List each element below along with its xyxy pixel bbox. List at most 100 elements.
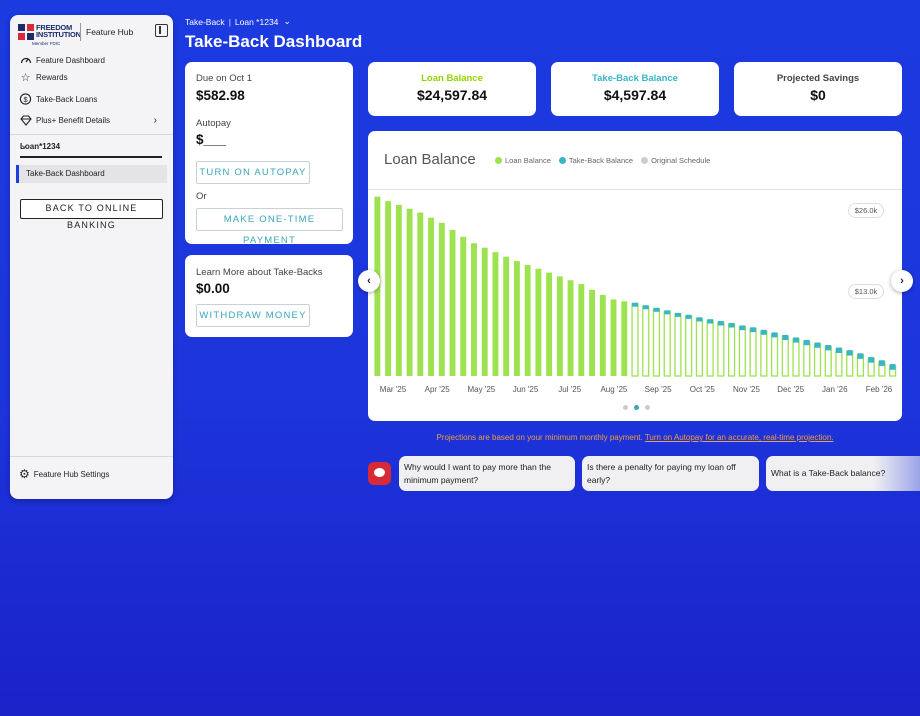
x-tick-label: Jan '26 [822, 385, 848, 394]
bar-take-back-balance [642, 305, 649, 310]
bar-loan-balance [835, 348, 843, 377]
bar-take-back-balance [771, 332, 778, 338]
bar-loan-balance [546, 272, 553, 376]
collapse-sidebar-icon[interactable] [155, 24, 168, 37]
take-back-balance-card: Take-Back Balance $4,597.84 [551, 62, 719, 116]
bar-loan-balance [417, 212, 424, 376]
legend-item-original-schedule: Original Schedule [641, 156, 710, 165]
chart-next-arrow-icon[interactable]: › [891, 270, 913, 292]
chart-title: Loan Balance [384, 151, 476, 168]
bar-take-back-balance [696, 317, 703, 322]
bar-loan-balance [738, 326, 746, 377]
dollar-cycle-icon: $ [19, 93, 32, 106]
bar-take-back-balance [653, 307, 660, 312]
gear-icon: ⚙ [19, 467, 30, 481]
projected-savings-label: Projected Savings [776, 73, 860, 84]
turn-on-autopay-link[interactable]: Turn on Autopay for an accurate, real-ti… [644, 433, 834, 442]
bar-take-back-balance [664, 310, 671, 315]
bar-loan-balance [503, 256, 510, 376]
chevron-right-icon: › [153, 114, 157, 126]
learn-more-label[interactable]: Learn More about Take-Backs [196, 267, 323, 278]
gauge-icon [19, 54, 32, 67]
legend-swatch [641, 157, 649, 164]
bar-loan-balance [524, 264, 531, 376]
bar-take-back-balance [889, 364, 896, 370]
projected-savings-value: $0 [810, 87, 826, 103]
bar-loan-balance [652, 308, 661, 377]
logo-divider [80, 23, 81, 41]
breadcrumb: Take-Back | Loan *1234 ⌄ [185, 16, 291, 27]
pager-dot[interactable] [645, 405, 650, 410]
bar-take-back-balance [782, 334, 789, 340]
bar-loan-balance [781, 335, 789, 377]
breadcrumb-item[interactable]: Take-Back [185, 16, 225, 27]
sidebar-item-take-back-dashboard[interactable]: Take-Back Dashboard [16, 165, 167, 183]
chevron-down-icon[interactable]: ⌄ [283, 16, 291, 26]
projection-disclaimer: Projections are based on your minimum mo… [368, 433, 902, 442]
x-tick-label: Feb '26 [866, 385, 893, 394]
x-tick-label: Oct '25 [690, 385, 716, 394]
bar-loan-balance [706, 319, 714, 377]
pager-dot[interactable] [623, 405, 628, 410]
bar-take-back-balance [739, 325, 746, 331]
bar-take-back-balance [846, 350, 853, 356]
bar-take-back-balance [750, 327, 757, 333]
or-label: Or [196, 191, 207, 202]
projected-savings-card: Projected Savings $0 [734, 62, 902, 116]
bar-loan-balance [792, 338, 800, 377]
sidebar-item-label: Rewards [36, 72, 68, 82]
payment-due-card: Due on Oct 1 $582.98 Autopay $___ TURN O… [185, 62, 353, 246]
suggestion-chip[interactable]: Is there a penalty for paying my loan of… [582, 456, 759, 491]
legend-swatch [558, 157, 566, 164]
sidebar-item-feature-dashboard[interactable]: Feature Dashboard [19, 52, 105, 68]
bar-take-back-balance [793, 337, 799, 343]
bar-loan-balance [460, 236, 467, 376]
settings-label: Feature Hub Settings [33, 469, 110, 479]
breadcrumb-item-loan[interactable]: Loan *1234 [234, 16, 279, 27]
legend-item-loan-balance: Loan Balance [495, 156, 551, 165]
logo-sub: Member FDIC [32, 41, 61, 46]
x-tick-label: May '25 [467, 385, 495, 394]
legend-swatch [495, 157, 502, 164]
chart-pager [620, 405, 653, 410]
due-amount: $582.98 [196, 88, 245, 103]
autopay-value: $___ [196, 132, 227, 147]
sidebar-item-label: Take-Back Loans [36, 94, 98, 104]
sidebar-item-rewards[interactable]: ☆ Rewards [19, 69, 68, 85]
bar-loan-balance [471, 243, 477, 376]
chart-divider [368, 189, 902, 190]
suggestion-chip[interactable]: What is a Take-Back balance? [766, 456, 920, 491]
pager-dot[interactable] [634, 405, 639, 410]
star-icon: ☆ [20, 71, 31, 84]
bar-loan-balance [663, 310, 671, 377]
bar-loan-balance [428, 217, 434, 376]
withdraw-money-button[interactable]: WITHDRAW MONEY [196, 304, 310, 327]
suggestion-chip[interactable]: Why would I want to pay more than the mi… [399, 456, 575, 491]
chevron-down-icon: ⌄ [20, 140, 29, 151]
bar-loan-balance [589, 289, 596, 376]
sidebar-item-label: Plus+ Benefit Details [36, 115, 111, 125]
bar-loan-balance [449, 229, 456, 376]
back-to-online-banking-button[interactable]: BACK TO ONLINE BANKING [20, 199, 163, 230]
hub-label: Feature Hub [86, 27, 134, 37]
bar-take-back-balance [878, 360, 885, 366]
loan-select[interactable]: Loan*1234 ⌄ [20, 140, 162, 158]
x-tick-label: Apr '25 [425, 385, 451, 394]
legend-item-take-back-balance: Take-Back Balance [558, 156, 633, 165]
turn-on-autopay-button[interactable]: TURN ON AUTOPAY [196, 161, 310, 184]
bar-loan-balance [770, 333, 779, 377]
chart-prev-arrow-icon[interactable]: ‹ [358, 270, 380, 292]
bar-loan-balance [481, 247, 488, 376]
sidebar-item-benefit-details[interactable]: Plus+ Benefit Details › [19, 112, 165, 128]
x-tick-label: Aug '25 [600, 385, 627, 394]
feature-hub-settings-link[interactable]: ⚙ Feature Hub Settings [19, 467, 109, 481]
make-one-time-payment-button[interactable]: MAKE ONE-TIME PAYMENT [196, 208, 343, 246]
loan-balance-card: Loan Balance $24,597.84 [368, 62, 536, 116]
x-tick-label: Sep '25 [645, 385, 672, 394]
bar-take-back-balance [717, 321, 724, 326]
sidebar-item-take-back-loans[interactable]: $ Take-Back Loans [19, 91, 97, 107]
diamond-icon [19, 114, 32, 127]
bar-loan-balance [395, 204, 402, 376]
x-tick-label: Jul '25 [558, 385, 581, 394]
assistant-bot-icon[interactable] [368, 462, 391, 485]
